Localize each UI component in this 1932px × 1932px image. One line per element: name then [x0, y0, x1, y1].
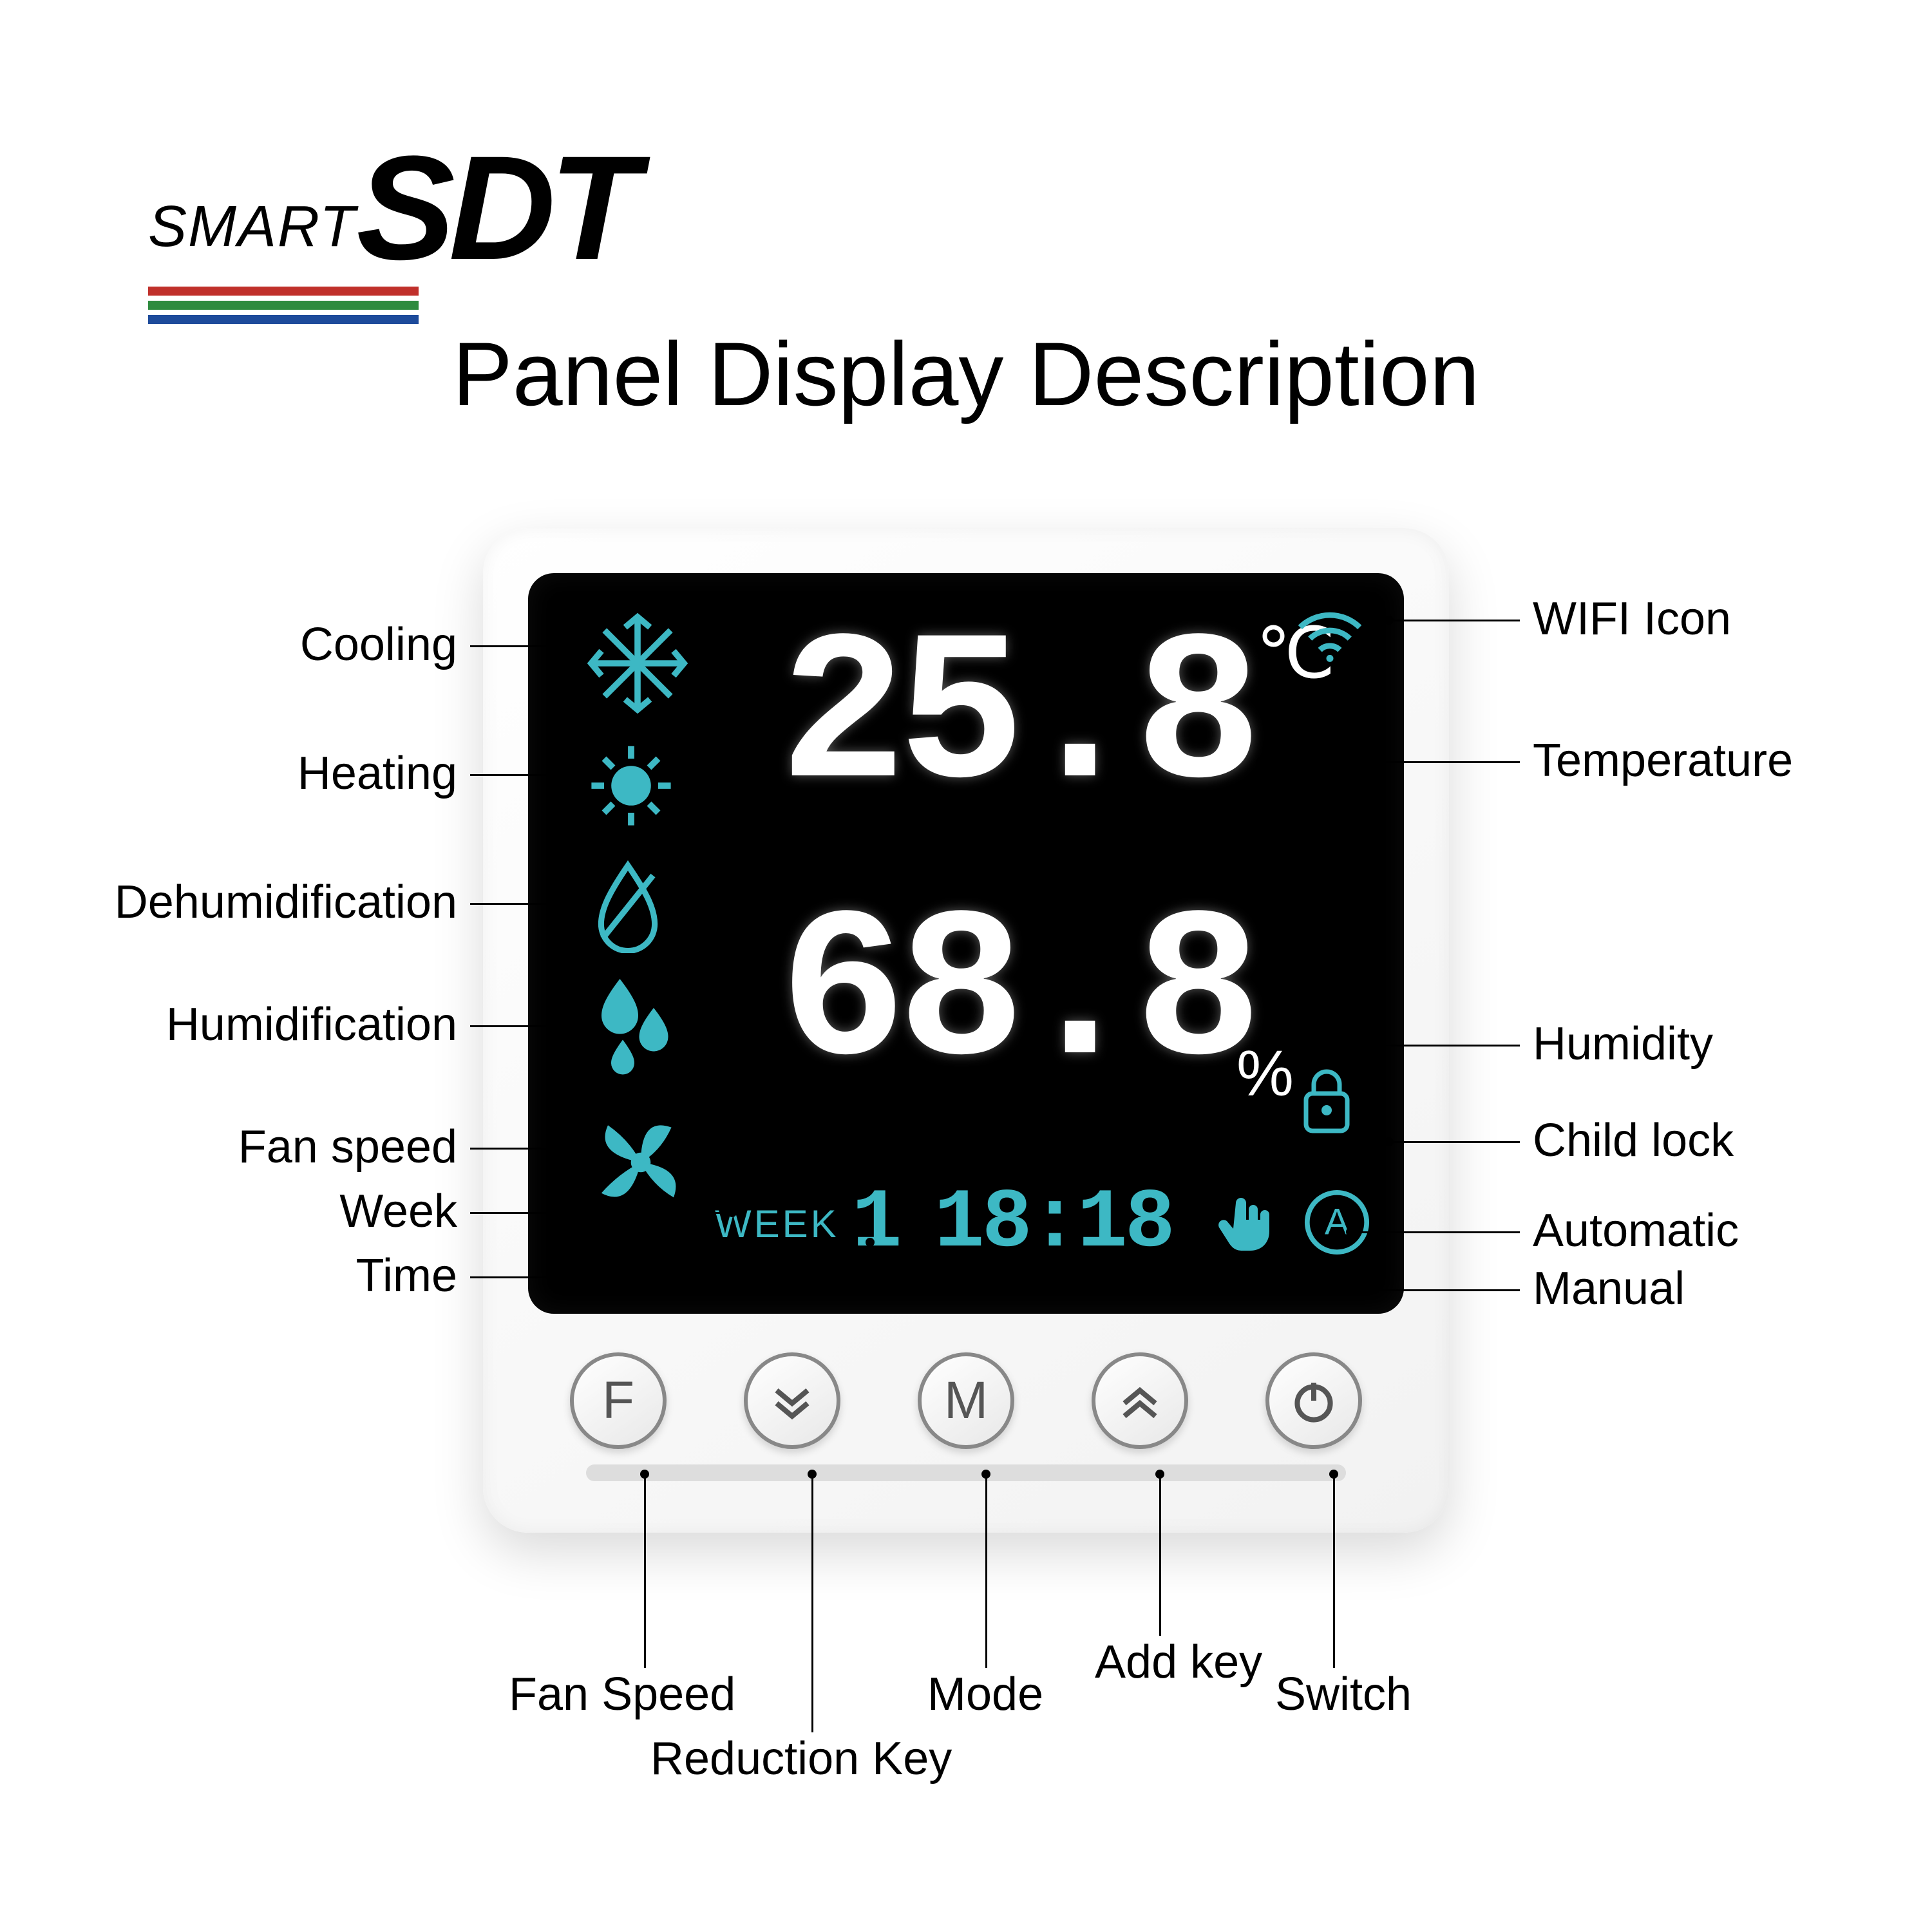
- lead-manual: [1269, 1289, 1520, 1291]
- callout-cooling: Cooling: [251, 618, 457, 671]
- lead-dot: [1265, 1249, 1274, 1258]
- lead-dot: [580, 1144, 589, 1153]
- callout-mode: Mode: [927, 1668, 1043, 1721]
- auto-icon: A: [1302, 1187, 1372, 1261]
- vlead-time: [869, 1243, 871, 1278]
- lead-time: [470, 1276, 869, 1278]
- fan-button-label: F: [602, 1370, 634, 1431]
- up-button[interactable]: [1092, 1352, 1188, 1449]
- callout-childlock: Child lock: [1533, 1114, 1734, 1167]
- droplet-slash-icon: [586, 857, 670, 953]
- lead-dot: [866, 1238, 875, 1247]
- lock-icon: [1294, 1063, 1359, 1143]
- callout-heating: Heating: [251, 747, 457, 800]
- lead-wifi: [1391, 620, 1520, 621]
- lead-hum: [470, 1025, 586, 1027]
- humidity-unit: %: [1236, 1037, 1294, 1111]
- lead-heating: [470, 774, 586, 776]
- lead-dot: [580, 1021, 589, 1030]
- callout-hum: Humidification: [84, 998, 457, 1051]
- lead-dot: [728, 1208, 737, 1217]
- temperature-value: 25.8: [779, 599, 1253, 840]
- sun-icon: [586, 741, 676, 831]
- vlead-add: [1159, 1475, 1161, 1636]
- lead-humidity: [1262, 1045, 1520, 1046]
- fan-button[interactable]: F: [570, 1352, 667, 1449]
- lead-dot: [1256, 757, 1265, 766]
- lead-dot: [981, 1470, 990, 1479]
- lead-temp: [1262, 761, 1520, 763]
- lead-dot: [640, 1470, 649, 1479]
- lead-cooling: [470, 645, 586, 647]
- lead-auto: [1352, 1231, 1520, 1233]
- vlead-reduction: [811, 1475, 813, 1732]
- lead-week: [470, 1212, 734, 1214]
- lead-dot: [1155, 1470, 1164, 1479]
- button-tray-bar: [586, 1464, 1346, 1481]
- callout-temp: Temperature: [1533, 734, 1793, 787]
- callout-dehum: Dehumidification: [39, 876, 457, 929]
- lead-dot: [808, 1470, 817, 1479]
- lead-dot: [580, 641, 589, 650]
- callout-add: Add key: [1095, 1636, 1262, 1689]
- humidity-value: 68.8: [779, 876, 1253, 1117]
- svg-text:A: A: [1325, 1201, 1350, 1242]
- callout-week: Week: [296, 1185, 457, 1238]
- logo-bar-green: [148, 301, 419, 310]
- lcd-screen: 25.8 ℃ 68.8 % WEEK 1 18:18: [528, 573, 1404, 1314]
- callout-manual: Manual: [1533, 1262, 1685, 1315]
- power-icon: [1288, 1375, 1340, 1426]
- vlead-fanbtn: [644, 1475, 646, 1668]
- lead-dot: [1346, 1227, 1355, 1236]
- chevron-up-icon: [1114, 1375, 1166, 1426]
- page-title: Panel Display Description: [452, 322, 1479, 426]
- mode-button[interactable]: M: [918, 1352, 1014, 1449]
- wifi-icon: [1294, 605, 1365, 667]
- week-number: 1: [852, 1177, 902, 1271]
- callout-auto: Automatic: [1533, 1204, 1739, 1257]
- vlead-mode: [985, 1475, 987, 1668]
- power-button[interactable]: [1265, 1352, 1362, 1449]
- lead-fanspeed: [470, 1148, 586, 1150]
- mode-button-label: M: [944, 1370, 988, 1431]
- lead-dehum: [470, 903, 586, 905]
- hand-icon: [1211, 1190, 1276, 1258]
- droplets-icon: [586, 972, 683, 1082]
- logo-bar-blue: [148, 315, 419, 324]
- button-row: F M: [483, 1352, 1449, 1449]
- lead-dot: [1256, 1041, 1265, 1050]
- lead-dot: [580, 899, 589, 908]
- brand-logo: SMARTSDT: [148, 109, 728, 329]
- lead-childlock: [1391, 1141, 1520, 1143]
- clock-value: 18:18: [934, 1177, 1173, 1271]
- lead-dot: [580, 770, 589, 779]
- callout-fanbtn: Fan Speed: [509, 1668, 735, 1721]
- callout-reduction: Reduction Key: [650, 1732, 952, 1785]
- lead-dot: [1329, 1470, 1338, 1479]
- snowflake-icon: [586, 612, 689, 715]
- down-button[interactable]: [744, 1352, 840, 1449]
- callout-switch: Switch: [1275, 1668, 1412, 1721]
- lead-dot: [1385, 1137, 1394, 1146]
- thermostat-device: 25.8 ℃ 68.8 % WEEK 1 18:18: [483, 528, 1449, 1533]
- callout-humidity: Humidity: [1533, 1018, 1713, 1070]
- callout-fanspeed: Fan speed: [180, 1121, 457, 1173]
- lead-dot: [1385, 616, 1394, 625]
- callout-wifi: WIFI Icon: [1533, 592, 1731, 645]
- vlead-manual: [1269, 1255, 1271, 1291]
- vlead-switch: [1333, 1475, 1335, 1668]
- callout-time: Time: [296, 1249, 457, 1302]
- logo-text-sdt: SDT: [356, 122, 633, 293]
- chevron-down-icon: [766, 1375, 818, 1426]
- logo-text-smart: SMART: [148, 194, 356, 259]
